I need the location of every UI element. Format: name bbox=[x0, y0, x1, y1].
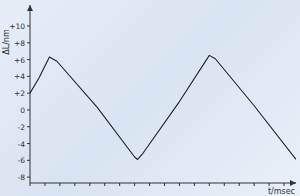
y-tick-label: -2 bbox=[18, 123, 26, 132]
y-arrow bbox=[27, 5, 33, 11]
y-axis bbox=[30, 5, 31, 183]
y-tick-label: 0 bbox=[20, 106, 25, 115]
x-tick bbox=[30, 183, 31, 186]
y-tick bbox=[27, 59, 30, 60]
y-tick-label: +2 bbox=[14, 89, 25, 98]
y-tick bbox=[27, 76, 30, 77]
data-line bbox=[30, 55, 296, 159]
x-axis bbox=[30, 183, 296, 184]
x-tick bbox=[104, 183, 105, 186]
y-tick-label: -6 bbox=[18, 156, 26, 165]
y-tick bbox=[27, 93, 30, 94]
x-tick bbox=[209, 183, 210, 186]
x-tick bbox=[164, 183, 165, 186]
y-tick bbox=[27, 177, 30, 178]
x-tick bbox=[179, 183, 180, 186]
chart: -8 -6 -4 -2 0 +2 +4 +6 +8 +10ΔL/nm t/msec bbox=[0, 0, 300, 196]
x-tick bbox=[134, 183, 135, 186]
y-axis-label: ΔL/nm bbox=[2, 29, 11, 55]
x-tick bbox=[149, 183, 150, 186]
y-tick-label: +10 bbox=[9, 22, 25, 31]
y-tick bbox=[27, 109, 30, 110]
y-tick bbox=[27, 160, 30, 161]
x-axis-label: t/msec bbox=[268, 187, 295, 196]
x-tick bbox=[89, 183, 90, 186]
y-tick-label: -8 bbox=[18, 173, 26, 182]
y-tick-label: +4 bbox=[14, 72, 25, 81]
y-tick-label: +8 bbox=[14, 39, 25, 48]
x-tick bbox=[74, 183, 75, 186]
x-tick bbox=[44, 183, 45, 186]
y-tick-label: +6 bbox=[14, 56, 25, 65]
x-tick bbox=[224, 183, 225, 186]
x-tick bbox=[284, 183, 285, 186]
x-tick bbox=[269, 183, 270, 186]
y-tick bbox=[27, 143, 30, 144]
x-tick bbox=[119, 183, 120, 186]
x-tick bbox=[194, 183, 195, 186]
x-tick bbox=[239, 183, 240, 186]
x-arrow bbox=[290, 180, 296, 186]
y-tick-label: -4 bbox=[18, 140, 26, 149]
y-tick bbox=[27, 42, 30, 43]
x-tick bbox=[59, 183, 60, 186]
y-tick bbox=[27, 25, 30, 26]
y-tick bbox=[27, 126, 30, 127]
x-tick bbox=[254, 183, 255, 186]
plot-area bbox=[30, 55, 296, 159]
